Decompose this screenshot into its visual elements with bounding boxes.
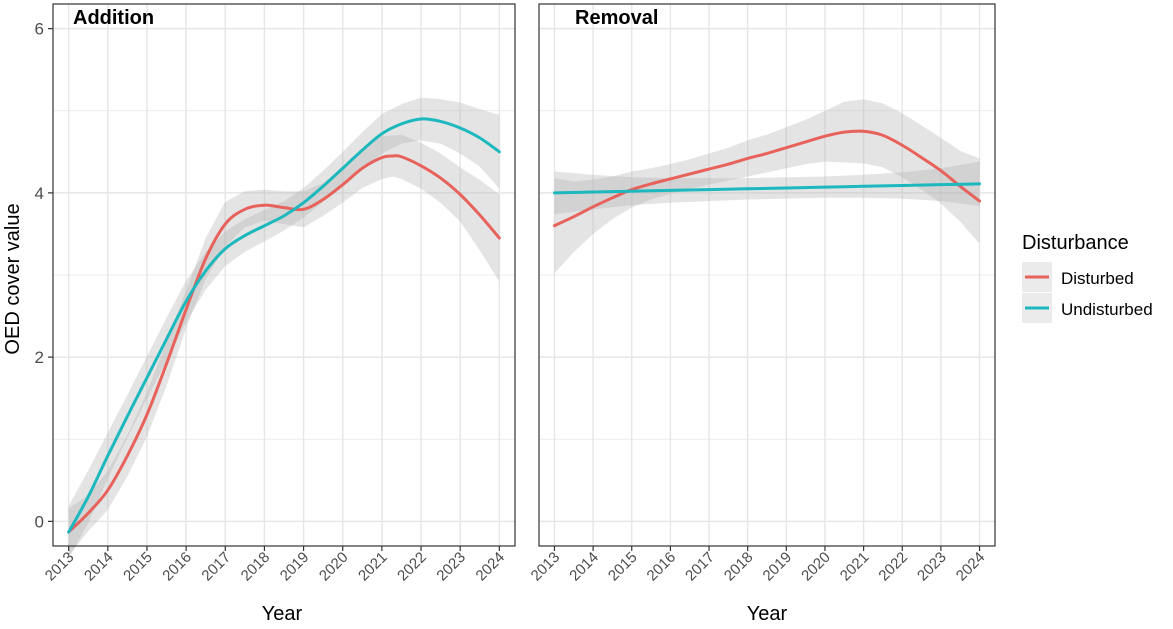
x-tick-label: 2020 <box>798 549 834 585</box>
x-tick-label: 2024 <box>473 549 509 585</box>
confidence-band-disturbed <box>554 99 980 274</box>
x-tick-label: 2022 <box>875 549 911 585</box>
x-tick-label: 2017 <box>198 549 234 585</box>
legend-label-undisturbed: Undisturbed <box>1061 300 1153 319</box>
x-tick-label: 2018 <box>721 549 757 585</box>
panel-title: Removal <box>575 7 658 29</box>
y-tick-label: 2 <box>35 348 44 367</box>
x-tick-label: 2013 <box>42 549 78 585</box>
panel-border <box>538 3 996 547</box>
x-tick-label: 2019 <box>760 549 796 585</box>
x-tick-label: 2013 <box>528 549 564 585</box>
x-tick-label: 2021 <box>355 549 391 585</box>
panel-title: Addition <box>73 7 154 29</box>
series-line-undisturbed <box>67 117 501 534</box>
x-tick-label: 2022 <box>394 549 430 585</box>
x-tick-label: 2017 <box>682 549 718 585</box>
x-tick-label: 2021 <box>837 549 873 585</box>
x-tick-label: 2014 <box>81 549 117 585</box>
x-tick-label: 2014 <box>566 549 602 585</box>
y-tick-label: 0 <box>35 512 44 531</box>
x-tick-label: 2016 <box>159 549 195 585</box>
x-tick-label: 2015 <box>120 549 156 585</box>
legend: Disturbance Disturbed Undisturbed <box>1022 232 1153 323</box>
y-tick-label: 4 <box>35 184 44 203</box>
legend-title: Disturbance <box>1022 232 1129 254</box>
x-axis-label-removal: Year <box>747 603 788 624</box>
series-line-undisturbed <box>552 182 982 195</box>
y-tick-label: 6 <box>35 20 44 39</box>
panel-addition: Addition 0 2 4 6 2013 2014 2015 2016 2017 2018 2019… <box>35 3 516 585</box>
x-tick-label: 2016 <box>644 549 680 585</box>
x-tick-label: 2024 <box>953 549 989 585</box>
x-tick-label: 2019 <box>277 549 313 585</box>
legend-label-disturbed: Disturbed <box>1061 269 1134 288</box>
x-axis-label-addition: Year <box>262 603 303 624</box>
confidence-band-disturbed <box>68 134 500 556</box>
x-tick-label: 2018 <box>238 549 274 585</box>
panel-border <box>52 3 516 547</box>
x-tick-label: 2023 <box>914 549 950 585</box>
x-tick-label: 2020 <box>316 549 352 585</box>
x-tick-label: 2015 <box>605 549 641 585</box>
y-axis-label: OED cover value <box>2 203 24 354</box>
confidence-band-undisturbed <box>68 97 500 559</box>
x-tick-label: 2023 <box>433 549 469 585</box>
